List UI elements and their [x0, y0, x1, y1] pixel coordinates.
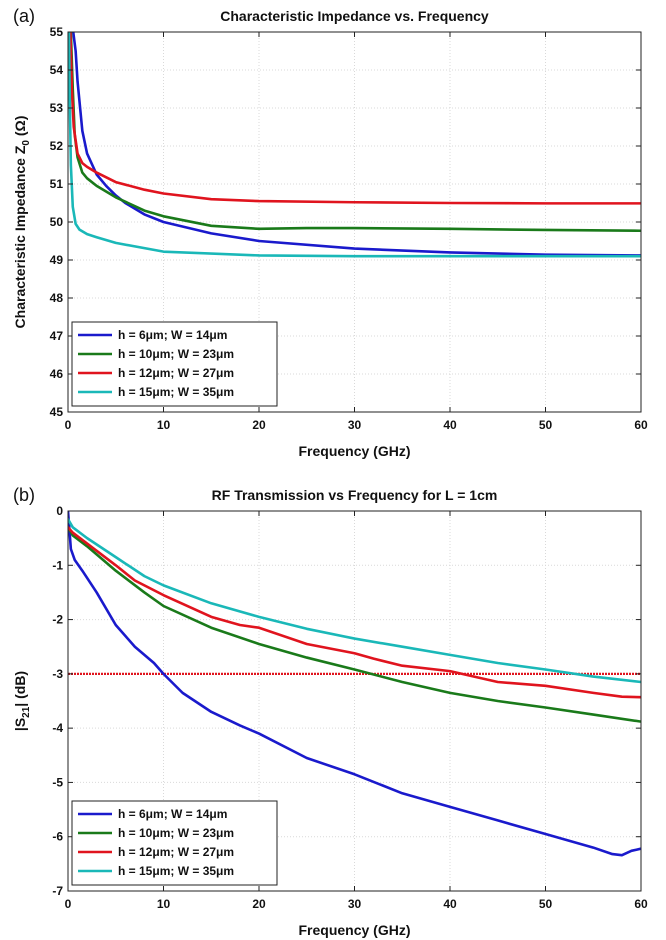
x-axis-label: Frequency (GHz) [298, 443, 410, 459]
x-tick-label: 20 [252, 897, 266, 911]
series-line-2 [69, 32, 641, 205]
y-axis-label-unit: | (dB) [12, 671, 28, 707]
y-tick-label: 54 [50, 63, 64, 77]
legend-label-3: h = 15μm; W = 35μm [118, 864, 234, 878]
x-tick-label: 0 [65, 897, 72, 911]
y-tick-label: -6 [52, 830, 63, 844]
x-tick-label: 40 [443, 897, 457, 911]
series-line-1 [68, 525, 641, 723]
panel-label: (b) [13, 485, 35, 505]
panel-0: (a) Characteristic Impedance vs. Frequenc… [12, 6, 648, 459]
y-tick-label: -2 [52, 613, 63, 627]
series-line-2 [68, 525, 641, 699]
y-tick-label: -4 [52, 721, 63, 735]
legend: h = 6μm; W = 14μm h = 10μm; W = 23μm h = 1… [71, 800, 278, 886]
x-tick-label: 30 [348, 897, 362, 911]
x-tick-label: 20 [252, 418, 266, 432]
y-axis-label: |S21| (dB) [12, 671, 32, 731]
y-tick-label: 51 [50, 177, 64, 191]
legend-label-1: h = 10μm; W = 23μm [118, 347, 234, 361]
y-tick-label: -3 [52, 667, 63, 681]
series-line-1 [69, 32, 641, 233]
y-tick-label: 46 [50, 367, 64, 381]
y-tick-label: -5 [52, 775, 63, 789]
x-tick-label: 30 [348, 418, 362, 432]
y-axis-label-main: Characteristic Impedance Z [12, 145, 28, 328]
series-line-3 [68, 32, 641, 258]
chart-title: RF Transmission vs Frequency for L = 1cm [212, 487, 498, 503]
y-axis-label-main: |S [12, 718, 28, 731]
chart-title: Characteristic Impedance vs. Frequency [220, 8, 489, 24]
x-axis-label: Frequency (GHz) [298, 922, 410, 938]
y-axis-label-unit: (Ω) [12, 116, 28, 140]
legend-label-2: h = 12μm; W = 27μm [118, 366, 234, 380]
y-tick-label: 48 [50, 291, 64, 305]
series-line-0 [68, 511, 641, 857]
y-tick-label: 45 [50, 405, 64, 419]
x-tick-label: 10 [157, 418, 171, 432]
x-tick-label: 50 [539, 897, 553, 911]
y-tick-label: 52 [50, 139, 64, 153]
panel-1: (b) RF Transmission vs Frequency for L = … [12, 485, 648, 938]
x-tick-label: 10 [157, 897, 171, 911]
y-tick-label: -1 [52, 558, 63, 572]
y-tick-label: 0 [56, 504, 63, 518]
x-tick-label: 60 [634, 897, 648, 911]
y-axis-label-sub: 0 [21, 140, 32, 146]
legend-label-0: h = 6μm; W = 14μm [118, 328, 227, 342]
legend-label-0: h = 6μm; W = 14μm [118, 807, 227, 821]
panel-label: (a) [13, 6, 35, 26]
legend-label-3: h = 15μm; W = 35μm [118, 385, 234, 399]
x-tick-label: 40 [443, 418, 457, 432]
legend-label-2: h = 12μm; W = 27μm [118, 845, 234, 859]
legend-label-1: h = 10μm; W = 23μm [118, 826, 234, 840]
y-axis-label: Characteristic Impedance Z0 (Ω) [12, 116, 32, 329]
legend: h = 6μm; W = 14μm h = 10μm; W = 23μm h = 1… [71, 321, 278, 407]
y-tick-label: 53 [50, 101, 64, 115]
y-tick-label: 50 [50, 215, 64, 229]
y-tick-label: -7 [52, 884, 63, 898]
x-tick-label: 0 [65, 418, 72, 432]
y-axis-label-sub: 21 [21, 706, 32, 718]
x-tick-label: 60 [634, 418, 648, 432]
grid [68, 32, 641, 412]
series-line-3 [68, 517, 641, 684]
y-tick-label: 49 [50, 253, 64, 267]
y-tick-label: 55 [50, 25, 64, 39]
x-tick-label: 50 [539, 418, 553, 432]
y-tick-label: 47 [50, 329, 64, 343]
